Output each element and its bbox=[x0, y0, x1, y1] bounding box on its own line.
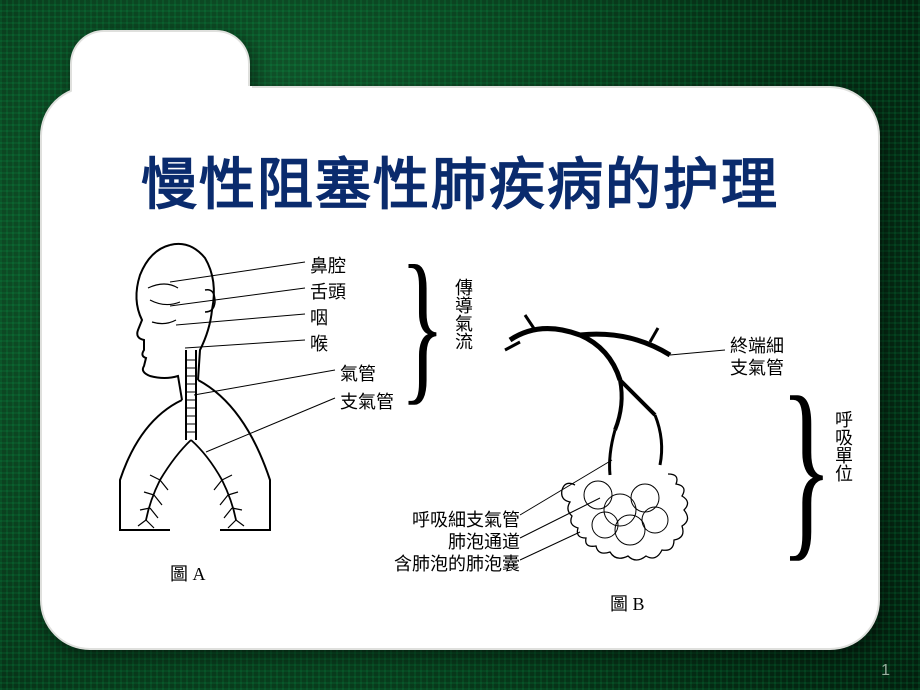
label-alveolar-sac: 含肺泡的肺泡囊 bbox=[384, 550, 520, 576]
label-larynx: 喉 bbox=[310, 330, 328, 356]
slide-card: 慢性阻塞性肺疾病的护理 bbox=[40, 30, 880, 650]
label-pharynx: 咽 bbox=[310, 304, 328, 330]
label-tongue: 舌頭 bbox=[310, 278, 346, 304]
label-trachea: 氣管 bbox=[340, 360, 376, 386]
brace-figA: } bbox=[400, 240, 445, 410]
figA-caption: 圖 A bbox=[170, 560, 206, 586]
brace-figB: } bbox=[780, 368, 833, 568]
label-terminal-2: 支氣管 bbox=[730, 354, 784, 380]
figure-b: 終端細 支氣管 呼吸細支氣管 肺泡通道 含肺泡的肺泡囊 } 呼吸單位 圖 B bbox=[480, 310, 840, 640]
label-bronchi: 支氣管 bbox=[340, 388, 394, 414]
page-number: 1 bbox=[881, 662, 890, 680]
diagram-area: 鼻腔 舌頭 咽 喉 氣管 支氣管 } 傳導氣流 圖 A bbox=[110, 230, 830, 630]
figB-caption: 圖 B bbox=[610, 590, 645, 616]
group-label-figB: 呼吸單位 bbox=[830, 410, 856, 482]
label-nasal: 鼻腔 bbox=[310, 252, 346, 278]
slide-title: 慢性阻塞性肺疾病的护理 bbox=[40, 140, 880, 221]
group-label-figA: 傳導氣流 bbox=[450, 278, 476, 350]
